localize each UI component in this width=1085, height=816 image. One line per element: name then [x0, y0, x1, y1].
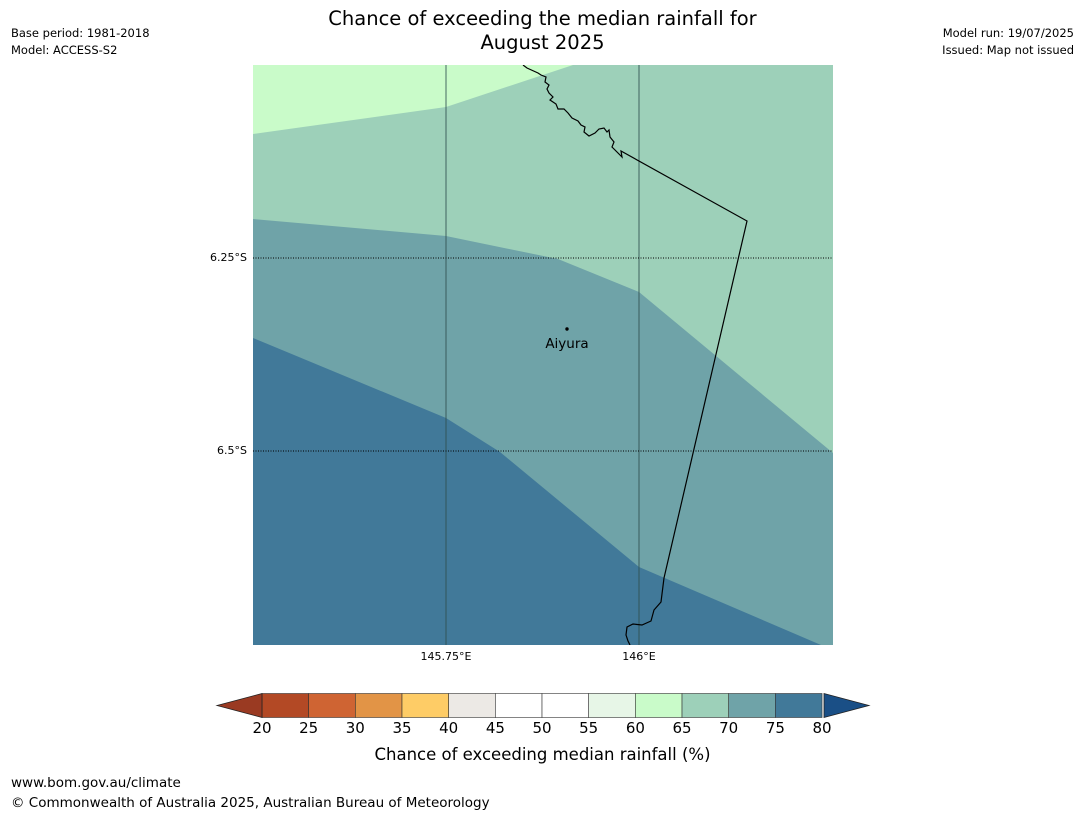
- colorbar-tick-label: 35: [392, 719, 412, 737]
- colorbar-tick-label: 45: [485, 719, 505, 737]
- zone-75-80: [253, 338, 821, 645]
- colorbar-cell: [401, 693, 449, 718]
- colorbar-tick-label: 60: [625, 719, 645, 737]
- colorbar: [215, 692, 871, 719]
- colorbar-cell: [588, 693, 636, 718]
- colorbar-cell: [448, 693, 496, 718]
- colorbar-tick-label: 70: [719, 719, 739, 737]
- colorbar-tick-label: 65: [672, 719, 692, 737]
- title-line-1: Chance of exceeding the median rainfall …: [328, 7, 757, 30]
- colorbar-tick-label: 80: [812, 719, 832, 737]
- footer-url: www.bom.gov.au/climate: [11, 775, 181, 791]
- map-title: Chance of exceeding the median rainfall …: [0, 7, 1085, 55]
- colorbar-tick-label: 20: [252, 719, 272, 737]
- colorbar-cell: [728, 693, 776, 718]
- lon-label-146: 146°E: [622, 650, 656, 663]
- colorbar-cell: [541, 693, 589, 718]
- colorbar-cell: [681, 693, 729, 718]
- colorbar-cell: [495, 693, 543, 718]
- aiyura-label: Aiyura: [545, 336, 589, 352]
- colorbar-title: Chance of exceeding median rainfall (%): [374, 745, 711, 764]
- colorbar-cell: [635, 693, 683, 718]
- footer-copyright: © Commonwealth of Australia 2025, Austra…: [11, 795, 490, 811]
- model-info: Base period: 1981-2018 Model: ACCESS-S2: [11, 25, 150, 59]
- lat-label-6-25: 6.25°S: [210, 251, 247, 264]
- colorbar-low-extend: [215, 692, 263, 719]
- colorbar-high-extend: [823, 692, 871, 719]
- colorbar-tick-label: 55: [579, 719, 599, 737]
- aiyura-marker: [565, 327, 569, 331]
- colorbar-cell: [775, 693, 823, 718]
- model-run-text: Model run: 19/07/2025: [942, 26, 1074, 40]
- issued-text: Issued: Map not issued: [942, 43, 1074, 57]
- colorbar-cell: [308, 693, 356, 718]
- run-info: Model run: 19/07/2025 Issued: Map not is…: [942, 25, 1074, 59]
- lon-label-145-75: 145.75°E: [420, 650, 472, 663]
- colorbar-cell: [355, 693, 403, 718]
- forecast-map: [253, 65, 833, 645]
- colorbar-tick-label: 30: [345, 719, 365, 737]
- colorbar-cells: [261, 693, 823, 718]
- colorbar-cell: [261, 693, 309, 718]
- lat-label-6-5: 6.5°S: [217, 444, 247, 457]
- base-period-text: Base period: 1981-2018: [11, 26, 150, 40]
- coastline-border: [522, 65, 748, 645]
- model-name-text: Model: ACCESS-S2: [11, 43, 118, 57]
- colorbar-tick-label: 40: [439, 719, 459, 737]
- colorbar-tick-label: 25: [299, 719, 319, 737]
- title-line-2: August 2025: [480, 31, 605, 54]
- colorbar-tick-label: 50: [532, 719, 552, 737]
- colorbar-tick-label: 75: [765, 719, 785, 737]
